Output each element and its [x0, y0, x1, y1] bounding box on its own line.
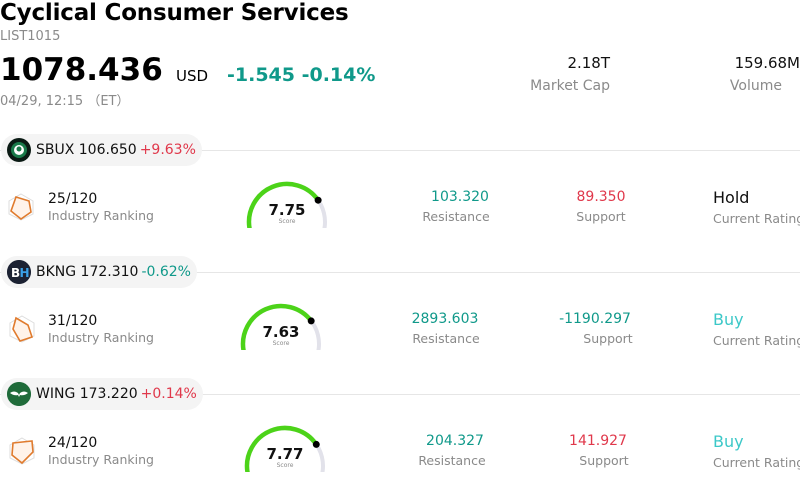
score-label: Score [276, 462, 294, 469]
resistance-value: 204.327 [426, 433, 484, 449]
gauge-fill [240, 303, 314, 350]
index-change: -1.545 -0.14% [227, 64, 376, 86]
stock-symbol-price: SBUX 106.650 [36, 142, 137, 158]
section-divider [0, 272, 800, 273]
volume-label: Volume [729, 78, 782, 94]
market-cap-label: Market Cap [530, 78, 610, 94]
ranking-hexagon-icon [8, 193, 34, 221]
ranking-hexagon-icon [9, 437, 35, 465]
ranking-hexagon-icon [9, 315, 35, 343]
gauge-needle-dot [307, 317, 315, 325]
svg-text:H: H [20, 266, 30, 280]
page-title: Cyclical Consumer Services [0, 0, 349, 26]
svg-text:B: B [11, 266, 20, 280]
gauge-needle-dot [312, 440, 320, 448]
market-cap-value: 2.18T [567, 54, 610, 72]
support-label: Support [576, 209, 626, 224]
support-value: 89.350 [576, 189, 626, 205]
section-divider [0, 394, 800, 395]
current-rating-label: Current Rating [713, 333, 800, 348]
section-divider [0, 150, 800, 151]
stock-pill-wing[interactable]: WING 173.220 +0.14% [1, 378, 203, 410]
starbucks-logo-icon [7, 138, 31, 162]
score-value: 7.77 [266, 445, 304, 463]
industry-ranking-value: 25/120 [48, 191, 98, 207]
score-gauge [246, 181, 327, 228]
industry-ranking-value: 31/120 [48, 313, 98, 329]
support-label: Support [579, 453, 629, 468]
resistance-value: 103.320 [431, 189, 489, 205]
index-code: LIST1015 [0, 29, 61, 44]
booking-holdings-logo-icon: B H [7, 260, 31, 284]
industry-ranking-label: Industry Ranking [48, 330, 154, 345]
resistance-label: Resistance [422, 209, 490, 224]
score-value: 7.75 [268, 201, 306, 219]
stock-pill-sbux[interactable]: SBUX 106.650 +9.63% [1, 134, 202, 166]
gauge-fill [244, 425, 319, 472]
timestamp: 04/29, 12:15 （ET） [0, 94, 130, 109]
resistance-value: 2893.603 [411, 311, 479, 327]
currency-label: USD [176, 67, 209, 85]
current-rating-value: Buy [713, 310, 744, 329]
score-gauge [244, 425, 325, 472]
industry-ranking-label: Industry Ranking [48, 452, 154, 467]
current-rating-label: Current Rating [713, 455, 800, 470]
industry-ranking-label: Industry Ranking [48, 208, 154, 223]
stock-pill-bkng[interactable]: B H BKNG 172.310 -0.62% [1, 256, 197, 288]
score-value: 7.63 [262, 323, 300, 341]
current-rating-value: Hold [713, 188, 750, 207]
resistance-label: Resistance [418, 453, 486, 468]
stock-change-pct: +0.14% [140, 386, 197, 402]
stock-symbol-price: BKNG 172.310 [36, 264, 139, 280]
industry-ranking-value: 24/120 [48, 435, 98, 451]
support-label: Support [583, 331, 633, 346]
index-price: 1078.436 [0, 52, 163, 88]
gauge-needle-dot [314, 196, 322, 204]
stock-change-pct: -0.62% [141, 264, 191, 280]
gauge-fill [246, 181, 321, 228]
current-rating-label: Current Rating [713, 211, 800, 226]
resistance-label: Resistance [412, 331, 480, 346]
stock-symbol-price: WING 173.220 [36, 386, 138, 402]
support-value: -1190.297 [559, 311, 631, 327]
volume-value: 159.68M [734, 54, 800, 72]
score-label: Score [272, 340, 290, 347]
score-gauge [240, 303, 321, 350]
support-value: 141.927 [569, 433, 627, 449]
stock-change-pct: +9.63% [139, 142, 196, 158]
wingstop-logo-icon [7, 382, 31, 406]
score-label: Score [278, 218, 296, 225]
current-rating-value: Buy [713, 432, 744, 451]
